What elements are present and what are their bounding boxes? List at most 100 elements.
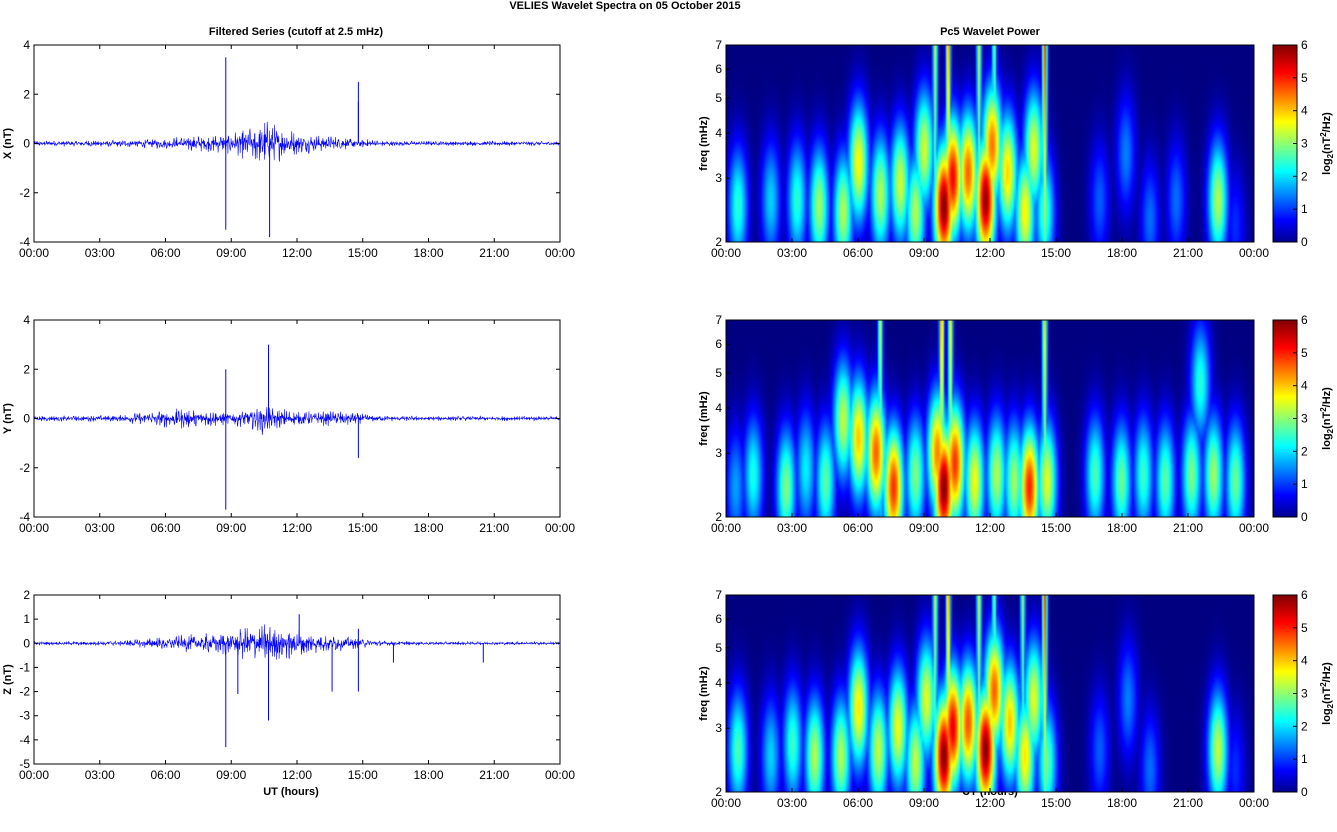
x-axis-label-left: UT (hours)	[263, 786, 319, 798]
colorbar-tick-label: 4	[1301, 104, 1308, 118]
y-series-panel: 420-2-400:00 03:00 06:00 09:00 12:00 15:00 18:…	[2, 313, 575, 535]
x-tick-label: 09:00	[909, 246, 939, 260]
freq-axis-label: freq (mHz)	[698, 666, 710, 721]
x-tick-label: 00:00	[19, 521, 49, 535]
x-tick-label: 00:00	[545, 246, 575, 260]
freq-tick-label: 3	[715, 171, 722, 185]
y-tick-label: 2	[23, 362, 30, 376]
colorbar-label: log2(nT2/Hz)	[1319, 662, 1335, 725]
colorbar-tick-label: 0	[1301, 510, 1308, 524]
x-tick-label: 00:00	[545, 768, 575, 782]
x-tick-label: 03:00	[85, 246, 115, 260]
x-tick-label: 18:00	[413, 768, 443, 782]
figure-title: VELIES Wavelet Spectra on 05 October 201…	[509, 0, 740, 12]
x-tick-label: 09:00	[216, 521, 246, 535]
freq-tick-label: 4	[715, 676, 722, 690]
wavelet-power-heatmap	[726, 45, 1254, 242]
colorbar-tick-label: 5	[1301, 621, 1308, 635]
x-tick-label: 12:00	[975, 521, 1005, 535]
x-tick-label: 09:00	[216, 246, 246, 260]
x-tick-label: 00:00	[19, 246, 49, 260]
x-tick-label: 00:00	[19, 768, 49, 782]
x-trace-line	[33, 121, 561, 162]
x-tick-label: 21:00	[1173, 796, 1203, 810]
x-tick-label: 21:00	[479, 768, 509, 782]
x-tick-label: 06:00	[843, 796, 873, 810]
z-plot-area	[33, 594, 561, 765]
y-tick-label: 4	[23, 313, 30, 327]
freq-tick-label: 3	[715, 721, 722, 735]
colorbar-tick-label: 1	[1301, 202, 1308, 216]
x-tick-label: 12:00	[975, 246, 1005, 260]
x-tick-label: 09:00	[909, 796, 939, 810]
x-tick-label: 06:00	[843, 521, 873, 535]
y-tick-label: 4	[23, 38, 30, 52]
y-tick-label: -2	[19, 685, 30, 699]
wavelet-power-heatmap	[726, 595, 1254, 792]
freq-tick-label: 5	[715, 366, 722, 380]
colorbar-tick-label: 1	[1301, 752, 1308, 766]
y-tick-label: -4	[19, 510, 30, 524]
colorbar-tick-label: 4	[1301, 654, 1308, 668]
x-tick-label: 18:00	[1107, 521, 1137, 535]
colorbar-tick-label: 4	[1301, 379, 1308, 393]
x-tick-label: 03:00	[777, 796, 807, 810]
x-tick-label: 00:00	[1239, 246, 1269, 260]
colorbar-tick-label: 6	[1301, 313, 1308, 327]
x-tick-label: 18:00	[1107, 796, 1137, 810]
x-tick-label: 00:00	[1239, 521, 1269, 535]
x-tick-label: 06:00	[150, 768, 180, 782]
y-tick-label: 0	[23, 412, 30, 426]
x-tick-label: 12:00	[282, 246, 312, 260]
freq-tick-label: 2	[715, 785, 722, 799]
right-column-title: Pc5 Wavelet Power	[940, 26, 1041, 38]
x-tick-label: 15:00	[348, 521, 378, 535]
x-tick-label: 09:00	[216, 768, 246, 782]
colorbar-tick-label: 5	[1301, 346, 1308, 360]
x-tick-label: 00:00	[1239, 796, 1269, 810]
x-tick-label: 00:00	[711, 246, 741, 260]
colorbar-tick-label: 6	[1301, 38, 1308, 52]
x-tick-label: 21:00	[479, 521, 509, 535]
x-y-axis-label: X (nT)	[2, 128, 14, 159]
colorbar-tick-label: 3	[1301, 137, 1308, 151]
colorbar-tick-label: 2	[1301, 444, 1308, 458]
x-tick-label: 15:00	[1041, 796, 1071, 810]
freq-axis-label: freq (mHz)	[698, 116, 710, 171]
freq-tick-label: 5	[715, 641, 722, 655]
x-tick-label: 21:00	[1173, 521, 1203, 535]
freq-tick-label: 3	[715, 446, 722, 460]
y-tick-label: 2	[23, 87, 30, 101]
freq-tick-label: 2	[715, 510, 722, 524]
freq-tick-label: 6	[715, 337, 722, 351]
x-tick-label: 15:00	[1041, 521, 1071, 535]
x-series-panel: 420-2-400:00 03:00 06:00 09:00 12:00 15:00 18:…	[2, 38, 575, 260]
freq-tick-label: 6	[715, 612, 722, 626]
y-tick-label: -1	[19, 660, 30, 674]
x-tick-label: 18:00	[1107, 246, 1137, 260]
y-tick-label: -2	[19, 461, 30, 475]
x-tick-label: 21:00	[479, 246, 509, 260]
colorbar-label: log2(nT2/Hz)	[1319, 112, 1335, 175]
x-tick-label: 06:00	[843, 246, 873, 260]
x-tick-label: 03:00	[85, 768, 115, 782]
x-tick-label: 03:00	[777, 246, 807, 260]
freq-tick-label: 7	[715, 313, 722, 327]
x-tick-label: 18:00	[413, 246, 443, 260]
colorbar-tick-label: 0	[1301, 785, 1308, 799]
x-tick-label: 12:00	[282, 521, 312, 535]
freq-tick-label: 4	[715, 401, 722, 415]
y-tick-label: -5	[19, 757, 30, 771]
freq-tick-label: 4	[715, 126, 722, 140]
z-trace-line	[33, 624, 561, 660]
colorbar-tick-label: 2	[1301, 719, 1308, 733]
x-tick-label: 15:00	[348, 768, 378, 782]
colorbar-tick-label: 3	[1301, 687, 1308, 701]
z-y-axis-label: Z (nT)	[2, 664, 14, 695]
freq-tick-label: 2	[715, 235, 722, 249]
y-tick-label: 1	[23, 612, 30, 626]
freq-tick-label: 7	[715, 38, 722, 52]
z-series-panel: 210-1-2-3-4-500:00 03:00 06:00 09:00 12:00 15…	[2, 588, 575, 782]
